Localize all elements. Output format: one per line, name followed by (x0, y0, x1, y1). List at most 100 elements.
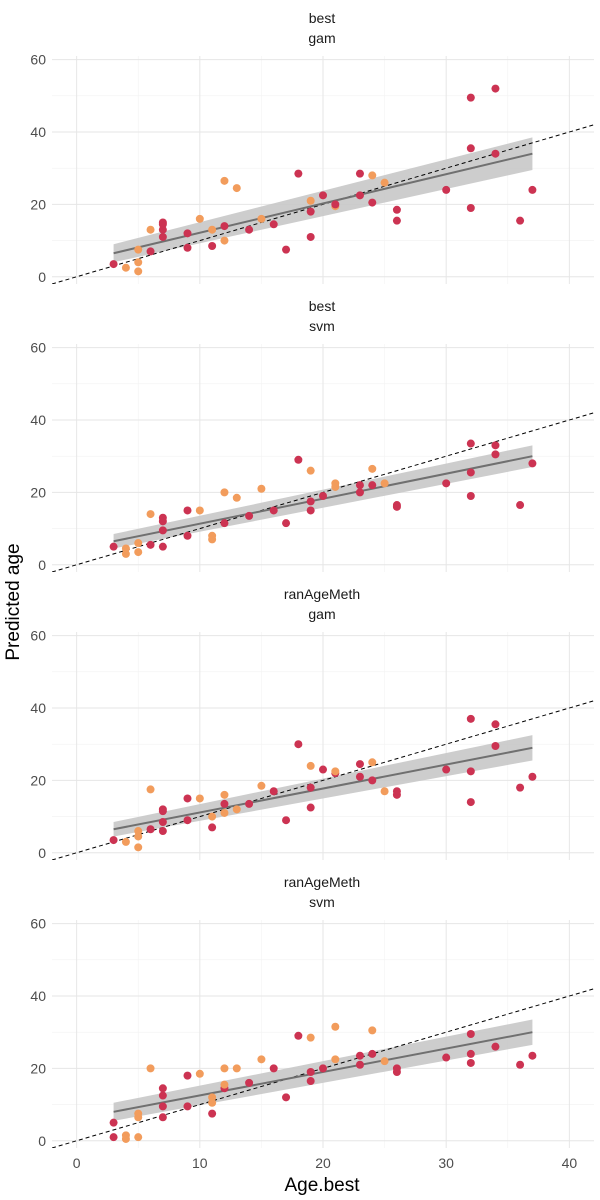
data-point (466, 798, 475, 807)
data-point (368, 198, 377, 207)
data-point (282, 519, 291, 528)
data-point (146, 825, 155, 834)
data-point (232, 184, 241, 193)
panel-4: ranAgeMeth svm 0 20 40 60 (30, 874, 594, 1149)
data-point (528, 459, 537, 468)
data-point (331, 479, 340, 488)
data-point (183, 506, 192, 515)
data-point (466, 1030, 475, 1038)
panel-2: best svm 0 20 40 60 (30, 298, 594, 573)
data-point (306, 1033, 315, 1042)
data-point (466, 1049, 475, 1058)
data-point (355, 1060, 364, 1069)
data-point (232, 493, 241, 502)
data-point (134, 258, 143, 267)
data-point (306, 761, 315, 770)
data-point (282, 245, 291, 254)
data-point (269, 220, 278, 229)
data-point (121, 544, 130, 553)
strip-label: svm (309, 318, 335, 334)
data-point (392, 205, 401, 214)
data-point (158, 1113, 167, 1122)
data-point (355, 488, 364, 497)
data-point (392, 787, 401, 796)
strip-label: svm (309, 894, 335, 910)
data-point (355, 772, 364, 781)
data-point (220, 519, 229, 528)
data-point (195, 1069, 204, 1078)
y-tick-label: 60 (30, 916, 46, 932)
data-point (466, 204, 475, 212)
data-point (245, 225, 254, 234)
data-point (158, 526, 167, 535)
y-tick-label: 20 (30, 1060, 46, 1076)
data-point (269, 1064, 278, 1073)
data-point (306, 232, 315, 241)
data-point (392, 501, 401, 510)
data-point (331, 1055, 340, 1064)
data-point (158, 513, 167, 522)
data-point (516, 783, 525, 792)
data-point (368, 481, 377, 490)
data-point (134, 548, 143, 557)
data-point (208, 225, 217, 234)
identity-line (52, 700, 594, 860)
data-point (109, 260, 118, 269)
data-point (306, 196, 315, 205)
y-tick-label: 40 (30, 988, 46, 1004)
panel-1: best gam 0 20 40 60 (30, 10, 594, 285)
x-tick-label: 10 (192, 1155, 208, 1171)
panel-3: ranAgeMeth gam 0 20 40 60 (30, 586, 594, 861)
y-tick-label: 20 (30, 196, 46, 212)
data-point (257, 781, 266, 790)
y-tick-label: 60 (30, 52, 46, 68)
data-point (368, 776, 377, 785)
data-point (442, 765, 451, 774)
y-tick-label: 40 (30, 700, 46, 716)
data-point (158, 805, 167, 814)
data-point (306, 783, 315, 792)
data-point (183, 1071, 192, 1080)
data-point (269, 506, 278, 515)
y-tick-label: 20 (30, 484, 46, 500)
data-point (392, 1064, 401, 1073)
data-point (466, 714, 475, 723)
data-point (158, 1091, 167, 1100)
data-point (146, 247, 155, 256)
y-tick-label: 0 (38, 269, 46, 285)
confidence-band (113, 735, 533, 837)
data-point (306, 207, 315, 216)
data-point (466, 468, 475, 477)
data-point (134, 539, 143, 548)
data-point (245, 799, 254, 808)
data-point (491, 450, 500, 459)
data-point (368, 758, 377, 767)
strip-label: ranAgeMeth (284, 874, 360, 890)
data-point (195, 214, 204, 223)
y-tick-label: 20 (30, 772, 46, 788)
data-point (294, 740, 303, 749)
x-tick-label: 20 (315, 1155, 331, 1171)
data-point (380, 1057, 389, 1066)
data-point (491, 720, 500, 729)
data-point (121, 1131, 130, 1140)
data-point (220, 176, 229, 185)
data-point (220, 808, 229, 817)
data-point (319, 492, 327, 500)
data-point (146, 540, 155, 549)
data-point (442, 479, 451, 488)
data-point (516, 501, 525, 510)
x-axis-title: Age.best (285, 1175, 361, 1196)
data-point (134, 843, 143, 852)
data-point (245, 1078, 254, 1087)
data-point (491, 441, 500, 450)
data-point (183, 531, 192, 540)
data-point (466, 492, 475, 500)
data-point (232, 805, 241, 814)
y-tick-label: 0 (38, 845, 46, 861)
y-tick-label: 60 (30, 628, 46, 644)
data-point (294, 169, 303, 178)
data-point (466, 767, 475, 776)
data-point (331, 1022, 340, 1031)
data-point (331, 767, 340, 776)
